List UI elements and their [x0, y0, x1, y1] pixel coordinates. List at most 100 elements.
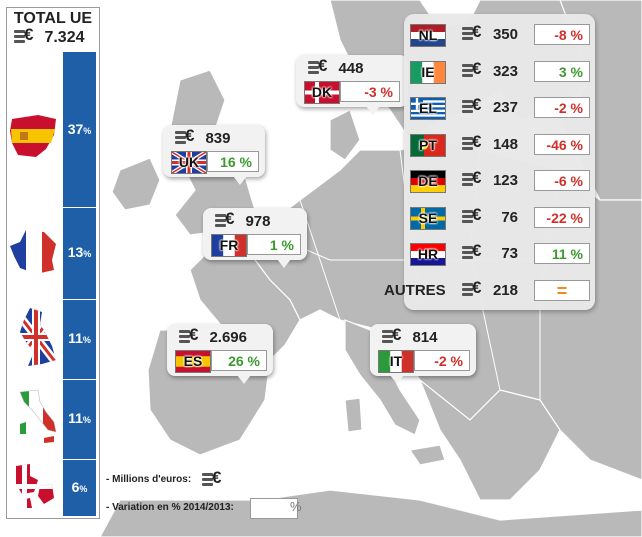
callout-pointer — [233, 176, 247, 185]
total-row: € 7.324 — [14, 26, 85, 47]
euro-coins-icon: € — [462, 60, 488, 78]
table-row-pt: PT €148 -46 % — [410, 133, 590, 160]
table-amount-cell: € — [462, 279, 488, 300]
italy-flag-map-icon — [19, 389, 57, 443]
table-amount-cell: € — [462, 242, 488, 263]
legend-variation-box — [250, 498, 298, 519]
table-variation-hr: 11 % — [534, 243, 590, 264]
table-amount-autres: 218 — [492, 282, 518, 299]
flag-pt-icon — [411, 135, 445, 156]
country-code-el: EL — [419, 100, 437, 116]
share-bar — [63, 52, 96, 516]
callout-amount-row: € 978 — [215, 210, 270, 231]
country-code-uk: UK — [178, 154, 200, 170]
flag-it-icon — [379, 351, 413, 372]
share-divider — [63, 207, 96, 208]
table-variation-se: -22 % — [534, 207, 590, 228]
variation-uk: 16 % — [207, 151, 259, 172]
share-pct-it: 11% — [68, 410, 91, 426]
country-code-dk: DK — [311, 84, 333, 100]
callout-amount-row: € 448 — [308, 57, 364, 78]
euro-coins-icon: € — [382, 326, 408, 344]
country-code-hr: HR — [417, 246, 439, 262]
table-variation-de: -6 % — [534, 170, 590, 191]
callout-amount-row: € 839 — [175, 127, 231, 148]
callout-pointer — [277, 259, 291, 268]
country-code-es: ES — [183, 353, 203, 369]
table-amount-cell: € — [462, 23, 488, 44]
flag-se-icon — [411, 208, 445, 229]
legend-variation-label: - Variation en % 2014/2013: — [106, 502, 234, 513]
flag-hr-icon — [411, 244, 445, 265]
table-amount-pt: 148 — [492, 136, 518, 153]
country-code-fr: FR — [219, 237, 239, 253]
table-amount-nl: 350 — [492, 26, 518, 43]
flag-de: DE — [410, 170, 446, 193]
euro-coins-icon: € — [462, 206, 488, 224]
callout-amount-dk: 448 — [338, 60, 364, 77]
table-amount-cell: € — [462, 60, 488, 81]
table-variation-el: -2 % — [534, 97, 590, 118]
table-variation-nl: -8 % — [534, 24, 590, 45]
spain-flag-map-icon — [10, 115, 56, 157]
total-value: 7.324 — [44, 29, 85, 46]
flag-el: EL — [410, 97, 446, 120]
flag-nl-icon — [411, 25, 445, 46]
callout-amount-row: € 814 — [382, 326, 437, 347]
country-code-autres: AUTRES — [384, 282, 446, 299]
variation-fr: 1 % — [247, 234, 301, 255]
table-amount-el: 237 — [492, 99, 518, 116]
euro-coins-icon: € — [462, 169, 488, 187]
country-code-pt: PT — [419, 137, 437, 153]
callout-amount-es: 2.696 — [209, 329, 247, 346]
table-variation-autres: = — [534, 280, 590, 301]
flag-ie-icon — [411, 62, 445, 83]
euro-coins-icon: € — [462, 133, 488, 151]
table-row-de: DE €123 -6 % — [410, 169, 590, 196]
flag-se: SE — [410, 207, 446, 230]
table-row-se: SE €76 -22 % — [410, 206, 590, 233]
euro-coins-icon: € — [462, 23, 488, 41]
legend-percent-symbol: % — [290, 499, 302, 514]
country-code-de: DE — [418, 173, 438, 189]
share-pct-dk: 6% — [71, 479, 88, 495]
flag-de-icon — [411, 171, 445, 192]
table-amount-hr: 73 — [501, 245, 518, 262]
callout-dk: € 448 DK -3 % — [296, 55, 408, 115]
flag-hr: HR — [410, 243, 446, 266]
table-amount-ie: 323 — [492, 63, 518, 80]
variation-es: 26 % — [211, 350, 267, 371]
callout-amount-uk: 839 — [205, 130, 231, 147]
variation-it: -2 % — [414, 350, 470, 371]
callout-fr: € 978 FR 1 % — [203, 208, 307, 268]
total-label: TOTAL UE — [13, 10, 93, 27]
euro-coins-icon: € — [462, 242, 488, 260]
table-variation-pt: -46 % — [534, 134, 590, 155]
euro-coins-icon: € — [14, 26, 40, 44]
table-row-autres: AUTRES €218 = — [384, 279, 590, 306]
variation-dk: -3 % — [340, 81, 400, 102]
flag-ie: IE — [410, 61, 446, 84]
callout-it: € 814 IT -2 % — [370, 324, 476, 384]
share-divider — [63, 379, 96, 380]
france-flag-map-icon — [10, 230, 56, 274]
share-pct-uk: 11% — [68, 330, 91, 346]
legend-millions-label: - Millions d'euros: — [106, 474, 192, 485]
callout-pointer — [237, 375, 251, 384]
table-row-ie: IE €323 3 % — [410, 60, 590, 87]
table-amount-cell: € — [462, 96, 488, 117]
table-row-el: EL €237 -2 % — [410, 96, 590, 123]
flag-fr: FR — [211, 234, 247, 257]
country-code-se: SE — [418, 210, 438, 226]
legend-euro-icon: € — [202, 469, 228, 487]
share-pct-fr: 13% — [67, 244, 92, 260]
table-amount-de: 123 — [492, 172, 518, 189]
euro-coins-icon: € — [175, 127, 201, 145]
callout-pointer — [366, 106, 380, 115]
table-amount-cell: € — [462, 133, 488, 154]
flag-dk: DK — [304, 81, 340, 104]
uk-flag-map-icon — [20, 308, 56, 366]
table-amount-se: 76 — [501, 209, 518, 226]
euro-coins-icon: € — [179, 326, 205, 344]
euro-coins-icon: € — [308, 57, 334, 75]
